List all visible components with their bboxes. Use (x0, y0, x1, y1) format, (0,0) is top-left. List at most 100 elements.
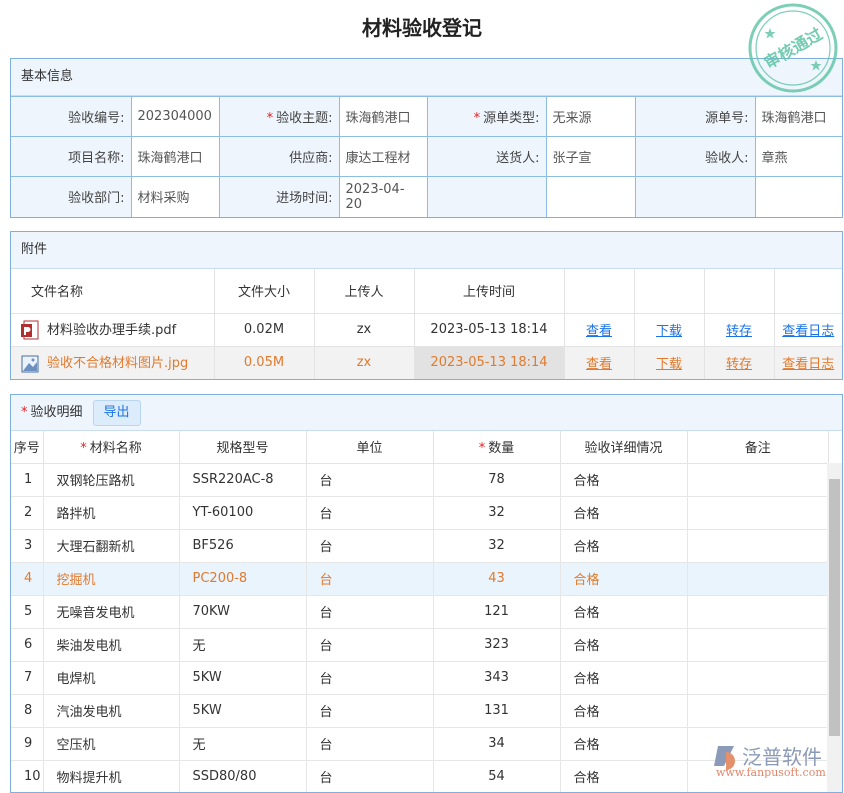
table-row[interactable]: 5 无噪音发电机 70KW 台 121 合格 (11, 594, 829, 629)
quantity: 34 (432, 726, 561, 761)
spec-model: SSR220AC-8 (178, 462, 307, 497)
info-row: 验收编号: 202304000 * 验收主题: 珠海鹤港口 * 源单类型: 无来源 源单号: 珠海… (11, 96, 842, 137)
quantity: 131 (432, 693, 561, 728)
table-row[interactable]: 8 汽油发电机 5KW 台 131 合格 (11, 693, 829, 728)
column-header: 备注 (686, 431, 829, 464)
scrollbar-thumb[interactable] (829, 479, 840, 736)
table-row[interactable]: 6 柴油发电机无台 323 合格 (11, 627, 829, 662)
remarks[interactable] (686, 462, 829, 497)
material-name: 无噪音发电机 (42, 594, 180, 629)
field-value: 珠海鹤港口 (754, 96, 842, 137)
column-header: 验收详细情况 (559, 431, 688, 464)
table-row[interactable]: 4 挖掘机 PC200-8 台 43 合格 (11, 561, 829, 596)
required-mark: * (80, 441, 87, 457)
field-label: 验收编号: (11, 96, 132, 137)
file-name[interactable]: 验收不合格材料图片.jpg (47, 356, 189, 371)
table-row[interactable]: 3 大理石翻新机 BF526 台 32 合格 (11, 528, 829, 563)
field-label-text: 供应商: (289, 151, 333, 166)
file-name-cell: 材料验收办理手续.pdf (11, 312, 215, 347)
unit: 台 (305, 462, 434, 497)
logo-url: www.fanpusoft.com (716, 766, 826, 778)
row-index: 5 (11, 594, 44, 629)
column-header-empty (703, 269, 775, 314)
action-cell: 查看 (563, 345, 635, 379)
action-cell: 下载 (633, 345, 705, 379)
field-label (634, 176, 756, 217)
material-name: 大理石翻新机 (42, 528, 180, 563)
field-label-text: 源单类型: (483, 111, 540, 126)
spec-model: SSD80/80 (178, 759, 307, 792)
column-header: 文件大小 (213, 269, 315, 314)
spec-model: 70KW (178, 594, 307, 629)
table-row[interactable]: 2 路拌机 YT-60100 台 32 合格 (11, 495, 829, 530)
table-row[interactable]: 9 空压机无台 34 合格 (11, 726, 829, 761)
file-name-cell: 验收不合格材料图片.jpg (11, 345, 215, 379)
table-row[interactable]: 7 电焊机 5KW 台 343 合格 (11, 660, 829, 695)
required-mark: * (266, 111, 274, 126)
save-link[interactable]: 转存 (725, 357, 752, 373)
file-row[interactable]: 材料验收办理手续.pdf 0.02M zx 2023-05-13 18:14 查看 下载 转… (11, 312, 842, 347)
download-link[interactable]: 下载 (655, 357, 682, 373)
material-name: 双钢轮压路机 (42, 462, 180, 497)
export-button[interactable]: 导出 (92, 399, 141, 426)
material-name: 路拌机 (42, 495, 180, 530)
download-link[interactable]: 下载 (655, 324, 682, 339)
inspection-result: 合格 (559, 726, 688, 761)
view-link[interactable]: 查看 (585, 357, 612, 373)
logo-name: 泛普软件 (742, 745, 822, 769)
material-name: 物料提升机 (42, 759, 180, 792)
field-label (426, 176, 547, 217)
remarks[interactable] (686, 495, 829, 530)
table-row[interactable]: 1 双钢轮压路机 SSR220AC-8 台 78 合格 (11, 462, 829, 497)
field-label-text: 验收部门: (68, 191, 125, 207)
row-index: 10 (11, 759, 44, 792)
inspection-result: 合格 (559, 594, 688, 629)
column-header: 文件名称 (11, 269, 215, 314)
inspection-result: 合格 (559, 660, 688, 695)
remarks[interactable] (686, 528, 829, 563)
remarks[interactable] (686, 726, 829, 761)
inspection-result: 合格 (559, 495, 688, 530)
quantity: 343 (432, 660, 561, 695)
material-name: 空压机 (42, 726, 180, 761)
action-cell: 转存 (703, 345, 775, 379)
view-log-link[interactable]: 查看日志 (782, 357, 835, 373)
field-label: 进场时间: (218, 176, 340, 217)
remarks[interactable] (686, 627, 829, 662)
column-header-label: 材料名称 (89, 441, 142, 457)
quantity: 32 (432, 495, 561, 530)
quantity: 32 (432, 528, 561, 563)
field-label: 验收部门: (11, 176, 132, 217)
remarks[interactable] (686, 660, 829, 695)
quantity: 43 (432, 561, 561, 596)
file-row[interactable]: 验收不合格材料图片.jpg 0.05M zx 2023-05-13 18:14 查看 下载… (11, 345, 842, 379)
details-header: 验收明细 (30, 405, 83, 420)
remarks[interactable] (686, 693, 829, 728)
view-link[interactable]: 查看 (585, 324, 612, 339)
field-value: 康达工程材 (338, 136, 428, 177)
column-header-label: 数量 (488, 441, 515, 457)
column-header-empty (563, 269, 635, 314)
view-log-link[interactable]: 查看日志 (782, 324, 835, 339)
remarks[interactable] (686, 561, 829, 596)
file-size: 0.05M (213, 345, 315, 379)
field-value: 无来源 (545, 96, 636, 137)
field-label-text: 验收人: (705, 151, 749, 166)
scrollbar[interactable] (827, 463, 842, 792)
row-index: 1 (11, 462, 44, 497)
file-name[interactable]: 材料验收办理手续.pdf (47, 322, 177, 338)
pdf-icon (21, 320, 39, 340)
field-label-text: 验收主题: (276, 111, 333, 126)
remarks[interactable] (686, 594, 829, 629)
row-index: 2 (11, 495, 44, 530)
unit: 台 (305, 627, 434, 662)
required-mark: * (473, 111, 481, 126)
attachments-panel: 附件 文件名称 文件大小 上传人 上传时间 材料验收办理手续.pdf 0.02M zx 202… (10, 231, 843, 380)
save-link[interactable]: 转存 (725, 324, 752, 339)
material-name: 柴油发电机 (42, 627, 180, 662)
unit: 台 (305, 759, 434, 792)
spec-model: 5KW (178, 693, 307, 728)
column-header: * 材料名称 (42, 431, 180, 464)
table-row[interactable]: 10 物料提升机 SSD80/80 台 54 合格 (11, 759, 829, 792)
column-header-label: 单位 (356, 441, 383, 457)
